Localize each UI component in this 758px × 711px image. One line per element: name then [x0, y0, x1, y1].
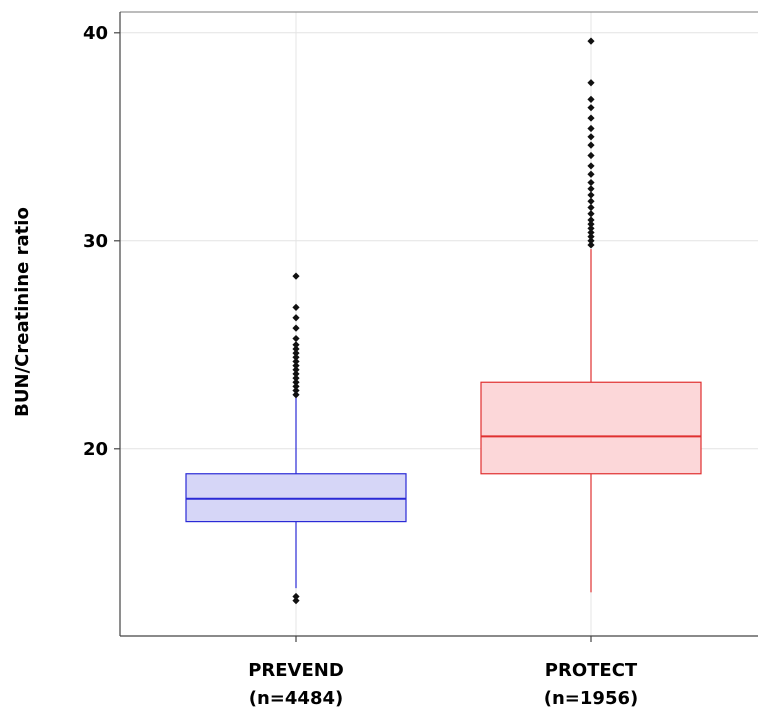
protect-outlier-point — [587, 185, 595, 193]
x-category-label-protect: PROTECT — [545, 660, 638, 681]
protect-outlier-point — [587, 95, 595, 103]
prevend-outlier-point — [292, 353, 300, 361]
prevend-outlier-point — [292, 272, 300, 280]
outlier-points — [292, 37, 595, 605]
protect-outlier-point — [587, 197, 595, 205]
prevend-outlier-point — [292, 391, 300, 399]
prevend-outlier-point — [292, 366, 300, 374]
protect-outlier-point — [587, 191, 595, 199]
protect-outlier-point — [587, 124, 595, 133]
protect-box — [480, 381, 702, 475]
protect-outlier-point — [587, 203, 595, 212]
prevend-outlier-point — [292, 597, 300, 605]
x-category-count-protect: (n=1956) — [544, 688, 638, 709]
prevend-outlier-point — [292, 374, 300, 382]
prevend-outlier-point — [292, 324, 300, 332]
prevend-outlier-point — [292, 592, 300, 601]
plot-area — [120, 12, 758, 636]
protect-outlier-point — [587, 170, 595, 178]
prevend-outlier-point — [292, 357, 300, 366]
protect-outlier-point — [587, 216, 595, 224]
protect-outlier-point — [587, 224, 595, 232]
prevend-outlier-point — [292, 314, 300, 322]
box-group — [185, 249, 702, 593]
prevend-outlier-point — [292, 362, 300, 370]
x-category-count-prevend: (n=4484) — [249, 688, 343, 709]
protect-outlier-point — [587, 151, 595, 160]
x-category-label-prevend: PREVEND — [248, 660, 344, 681]
y-tick-label-30: 30 — [83, 231, 108, 252]
protect-outlier-point — [587, 114, 595, 122]
protect-outlier-point — [587, 210, 595, 218]
protect-outlier-point — [587, 233, 595, 241]
protect-outlier-point — [587, 162, 595, 170]
prevend-outlier-point — [292, 303, 300, 311]
protect-outlier-point — [587, 37, 595, 45]
prevend-outlier-point — [292, 386, 300, 395]
y-tick-label-40: 40 — [83, 23, 108, 44]
prevend-outlier-point — [292, 370, 300, 378]
prevend-outlier-point — [292, 345, 300, 353]
prevend-box — [185, 473, 407, 523]
protect-outlier-point — [587, 79, 595, 87]
prevend-outlier-point — [292, 341, 300, 349]
y-axis-title: BUN/Creatinine ratio — [12, 207, 33, 417]
x-axis-labels: PREVEND (n=4484) PROTECT (n=1956) — [248, 636, 638, 709]
prevend-outlier-point — [292, 334, 300, 343]
y-tick-label-20: 20 — [83, 439, 108, 460]
protect-outlier-point — [587, 220, 595, 228]
protect-outlier-point — [587, 133, 595, 141]
protect-outlier-point — [587, 178, 595, 187]
prevend-outlier-point — [292, 349, 300, 357]
protect-outlier-point — [587, 237, 595, 245]
protect-outlier-point — [587, 141, 595, 149]
y-axis-ticks: 20 30 40 — [83, 23, 120, 460]
protect-outlier-point — [587, 104, 595, 112]
prevend-outlier-point — [292, 378, 300, 386]
protect-outlier-point — [587, 228, 595, 237]
protect-outlier-point — [587, 241, 595, 249]
prevend-outlier-point — [292, 382, 300, 390]
